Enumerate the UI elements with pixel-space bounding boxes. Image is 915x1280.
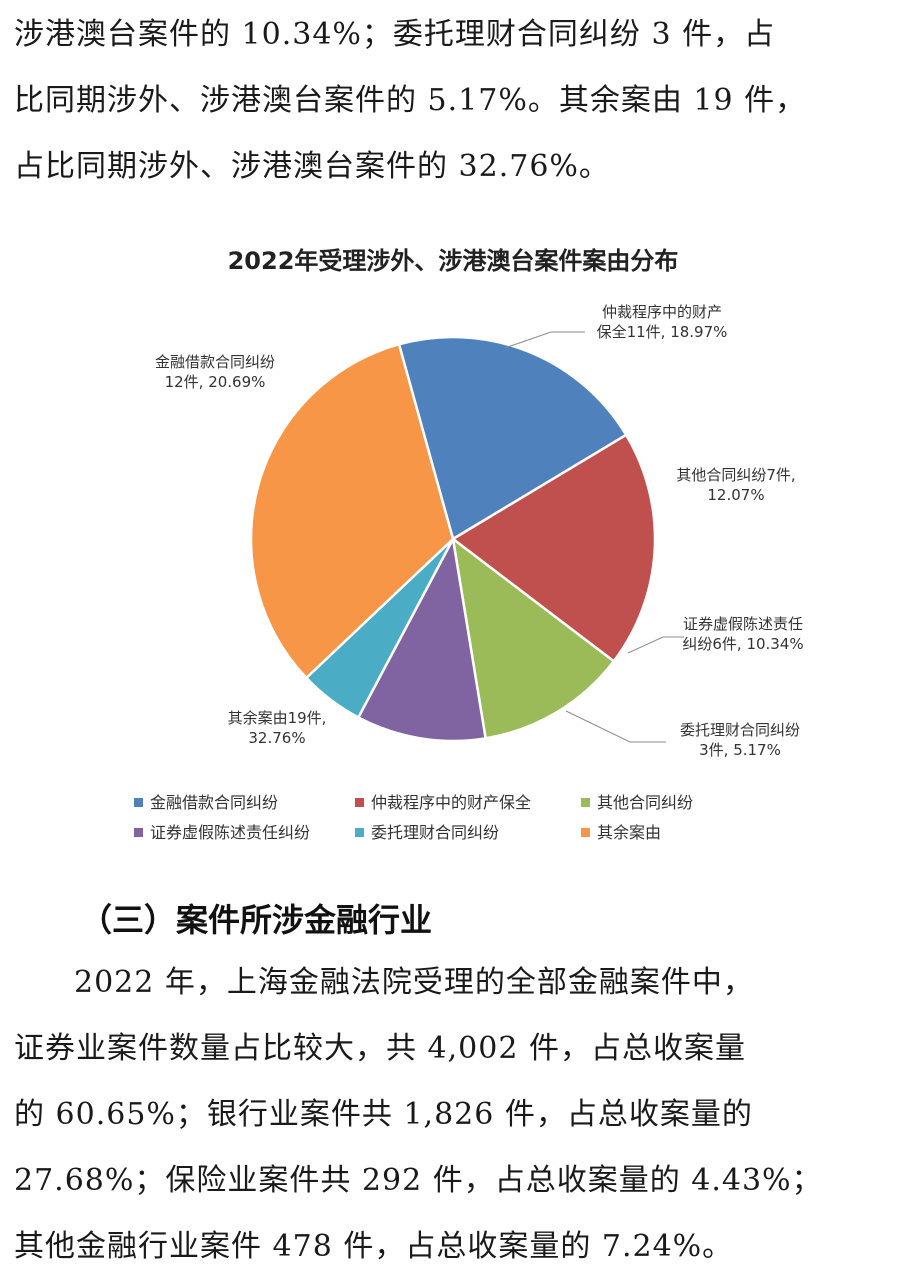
paragraph-line: 其他金融行业案件 478 件，占总收案量的 7.24%。 bbox=[14, 1229, 734, 1264]
section-heading: （三）案件所涉金融行业 bbox=[80, 901, 433, 939]
legend-label: 委托理财合同纠纷 bbox=[371, 823, 499, 842]
legend-item-qiyu: 其余案由 bbox=[581, 823, 661, 842]
legend-swatch bbox=[355, 798, 364, 807]
pie-slice-jinrong bbox=[397, 335, 628, 541]
slice-label-zhongcai: 仲裁程序中的财产保全11件, 18.97% bbox=[597, 303, 728, 341]
paragraph-line: 27.68%；保险业案件共 292 件，占总收案量的 4.43%； bbox=[14, 1163, 823, 1198]
slice-label-jinrong: 金融借款合同纠纷 12件, 20.69% bbox=[155, 353, 275, 391]
slice-labels: 金融借款合同纠纷 12件, 20.69% 仲裁程序中的财产保全11件, 18.97%… bbox=[155, 303, 804, 759]
legend-label: 仲裁程序中的财产保全 bbox=[371, 793, 531, 812]
paragraph-line: 比同期涉外、涉港澳台案件的 5.17%。其余案由 19 件， bbox=[14, 83, 807, 118]
pie-slice-zhongcai bbox=[450, 433, 657, 664]
legend-swatch bbox=[355, 828, 364, 837]
pie-slices bbox=[249, 335, 657, 743]
leader-line-zhengquan bbox=[627, 636, 684, 654]
leader-line-weituo bbox=[565, 710, 666, 743]
legend-swatch bbox=[134, 798, 143, 807]
legend-swatch bbox=[581, 798, 590, 807]
slice-label-qiyu: 其余案由19件, 32.76% bbox=[228, 709, 327, 747]
pie-slice-qita-hetong bbox=[451, 536, 616, 740]
legend-item-weituo: 委托理财合同纠纷 bbox=[355, 823, 499, 842]
slice-label-zhengquan: 证券虚假陈述责任纠纷6件, 10.34% bbox=[682, 615, 803, 653]
legend-swatch bbox=[134, 828, 143, 837]
slice-label-qita-hetong: 其他合同纠纷7件, 12.07% bbox=[676, 466, 795, 504]
legend-item-qita-hetong: 其他合同纠纷 bbox=[581, 793, 693, 812]
legend-label: 证券虚假陈述责任纠纷 bbox=[150, 823, 310, 842]
paragraph-line: 涉港澳台案件的 10.34%；委托理财合同纠纷 3 件，占 bbox=[14, 17, 776, 52]
pie-slice-qiyu bbox=[249, 342, 455, 680]
legend-item-zhengquan: 证券虚假陈述责任纠纷 bbox=[134, 823, 310, 842]
legend-swatch bbox=[581, 828, 590, 837]
pie-slice-zhengquan bbox=[356, 535, 488, 743]
paragraph-line: 证券业案件数量占比较大，共 4,002 件，占总收案量 bbox=[14, 1031, 746, 1066]
legend-label: 其他合同纠纷 bbox=[597, 793, 693, 812]
slice-label-weituo: 委托理财合同纠纷 3件, 5.17% bbox=[680, 721, 800, 759]
leader-lines bbox=[504, 331, 684, 743]
legend-item-jinrong: 金融借款合同纠纷 bbox=[134, 793, 278, 812]
industry-paragraph: 2022 年，上海金融法院受理的全部金融案件中， 证券业案件数量占比较大，共 4… bbox=[14, 950, 904, 1280]
leader-line-zhongcai bbox=[504, 331, 585, 349]
intro-paragraph: 涉港澳台案件的 10.34%；委托理财合同纠纷 3 件，占 比同期涉外、涉港澳台… bbox=[14, 2, 904, 200]
paragraph-line: 的 60.65%；银行业案件共 1,826 件，占总收案量的 bbox=[14, 1097, 753, 1132]
pie-chart: 2022年受理涉外、涉港澳台案件案由分布 金融借款合同纠纷 12件, 20.69%… bbox=[134, 247, 804, 842]
chart-title: 2022年受理涉外、涉港澳台案件案由分布 bbox=[228, 247, 679, 275]
paragraph-line: 占比同期涉外、涉港澳台案件的 32.76%。 bbox=[14, 149, 610, 184]
paragraph-line: 2022 年，上海金融法院受理的全部金融案件中， bbox=[74, 965, 754, 1000]
legend-item-zhongcai: 仲裁程序中的财产保全 bbox=[355, 793, 531, 812]
legend-label: 其余案由 bbox=[597, 823, 661, 842]
legend-label: 金融借款合同纠纷 bbox=[150, 793, 278, 812]
